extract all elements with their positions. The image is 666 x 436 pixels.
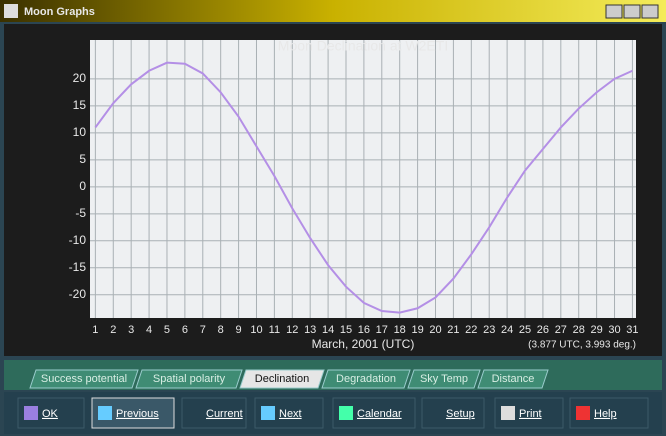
declination-line <box>94 61 633 314</box>
x-tick-label: 28 <box>573 324 585 336</box>
tab-label: Spatial polarity <box>153 373 226 385</box>
tab-shape <box>477 369 549 389</box>
x-tick-label: 9 <box>236 324 242 336</box>
x-tick-label: 30 <box>608 324 620 336</box>
button[interactable]: Help <box>569 397 649 429</box>
x-tick-label: 18 <box>394 324 406 336</box>
button-icon <box>98 406 112 420</box>
x-tick-label: 31 <box>626 324 638 336</box>
y-tick-label: 20 <box>73 71 87 85</box>
x-tick-label: 5 <box>164 324 170 336</box>
button-face <box>569 397 649 429</box>
x-tick-label: 13 <box>304 324 316 336</box>
window-title: Moon Graphs <box>24 6 95 18</box>
x-tick-label: 21 <box>447 324 459 336</box>
tab-shape <box>321 369 411 389</box>
chart-title: Moon Declination at W2ETI <box>278 38 448 54</box>
x-tick-label: 6 <box>182 324 188 336</box>
x-tick-label: 2 <box>110 324 116 336</box>
x-tick-label: 14 <box>322 324 334 336</box>
minimize-button[interactable] <box>605 4 623 19</box>
button[interactable]: Print <box>494 397 564 429</box>
y-tick-label: -15 <box>69 260 87 274</box>
tab-label: Degradation <box>336 373 396 385</box>
button[interactable]: Current <box>181 397 247 429</box>
y-tick-label: 5 <box>79 152 86 166</box>
y-tick-label: 15 <box>73 98 87 112</box>
x-tick-label: 22 <box>465 324 477 336</box>
x-tick-label: 27 <box>555 324 567 336</box>
x-tick-label: 29 <box>590 324 602 336</box>
tab-label: Distance <box>492 373 535 385</box>
button[interactable]: Previous <box>91 397 175 429</box>
button[interactable]: OK <box>17 397 85 429</box>
x-tick-label: 7 <box>200 324 206 336</box>
x-tick-label: 15 <box>340 324 352 336</box>
x-tick-label: 16 <box>358 324 370 336</box>
button[interactable]: Setup <box>421 397 485 429</box>
tab-shape <box>239 369 325 389</box>
button-icon <box>576 406 590 420</box>
tab[interactable]: Distance <box>477 369 549 389</box>
button-label: Help <box>594 408 617 420</box>
button-label: OK <box>42 408 59 420</box>
x-tick-label: 10 <box>250 324 262 336</box>
tab-label: Declination <box>255 373 309 385</box>
tab-shape <box>29 369 139 389</box>
close-button[interactable] <box>641 4 659 19</box>
x-tick-label: 24 <box>501 324 513 336</box>
annotation: (3.877 UTC, 3.993 deg.) <box>528 340 636 351</box>
tab[interactable]: Sky Temp <box>407 369 481 389</box>
y-tick-label: 10 <box>73 125 87 139</box>
button-icon <box>428 406 442 420</box>
button-label: Setup <box>446 408 475 420</box>
button-icon <box>501 406 515 420</box>
x-tick-label: 19 <box>411 324 423 336</box>
button-label: Calendar <box>357 408 402 420</box>
tab-label: Success potential <box>41 373 127 385</box>
button-icon <box>339 406 353 420</box>
x-tick-label: 3 <box>128 324 134 336</box>
x-tick-label: 11 <box>269 324 280 336</box>
button[interactable]: Next <box>254 397 324 429</box>
y-tick-label: -10 <box>69 233 87 247</box>
x-tick-label: 26 <box>537 324 549 336</box>
x-axis-label: March, 2001 (UTC) <box>312 337 415 351</box>
y-tick-label: 0 <box>79 179 86 193</box>
button-label: Next <box>279 408 302 420</box>
button-label: Print <box>519 408 542 420</box>
y-tick-label: -5 <box>75 206 86 220</box>
button-label: Current <box>206 408 243 420</box>
x-tick-label: 17 <box>376 324 388 336</box>
x-tick-label: 1 <box>92 324 98 336</box>
x-tick-label: 25 <box>519 324 531 336</box>
title-bar <box>0 0 666 22</box>
button-icon <box>188 406 202 420</box>
app-icon <box>4 4 18 18</box>
button-icon <box>24 406 38 420</box>
tab[interactable]: Success potential <box>29 369 139 389</box>
x-tick-label: 23 <box>483 324 495 336</box>
x-tick-label: 12 <box>286 324 298 336</box>
button-icon <box>261 406 275 420</box>
button[interactable]: Calendar <box>332 397 416 429</box>
tab-shape <box>407 369 481 389</box>
maximize-button[interactable] <box>623 4 641 19</box>
x-tick-label: 4 <box>146 324 152 336</box>
tab[interactable]: Declination <box>239 369 325 389</box>
tab[interactable]: Spatial polarity <box>135 369 243 389</box>
x-tick-label: 8 <box>218 324 224 336</box>
tab-shape <box>135 369 243 389</box>
x-tick-label: 20 <box>429 324 441 336</box>
tab-label: Sky Temp <box>420 373 468 385</box>
plot-area <box>90 40 636 318</box>
button-label: Previous <box>116 408 159 420</box>
tab[interactable]: Degradation <box>321 369 411 389</box>
y-tick-label: -20 <box>69 287 87 301</box>
